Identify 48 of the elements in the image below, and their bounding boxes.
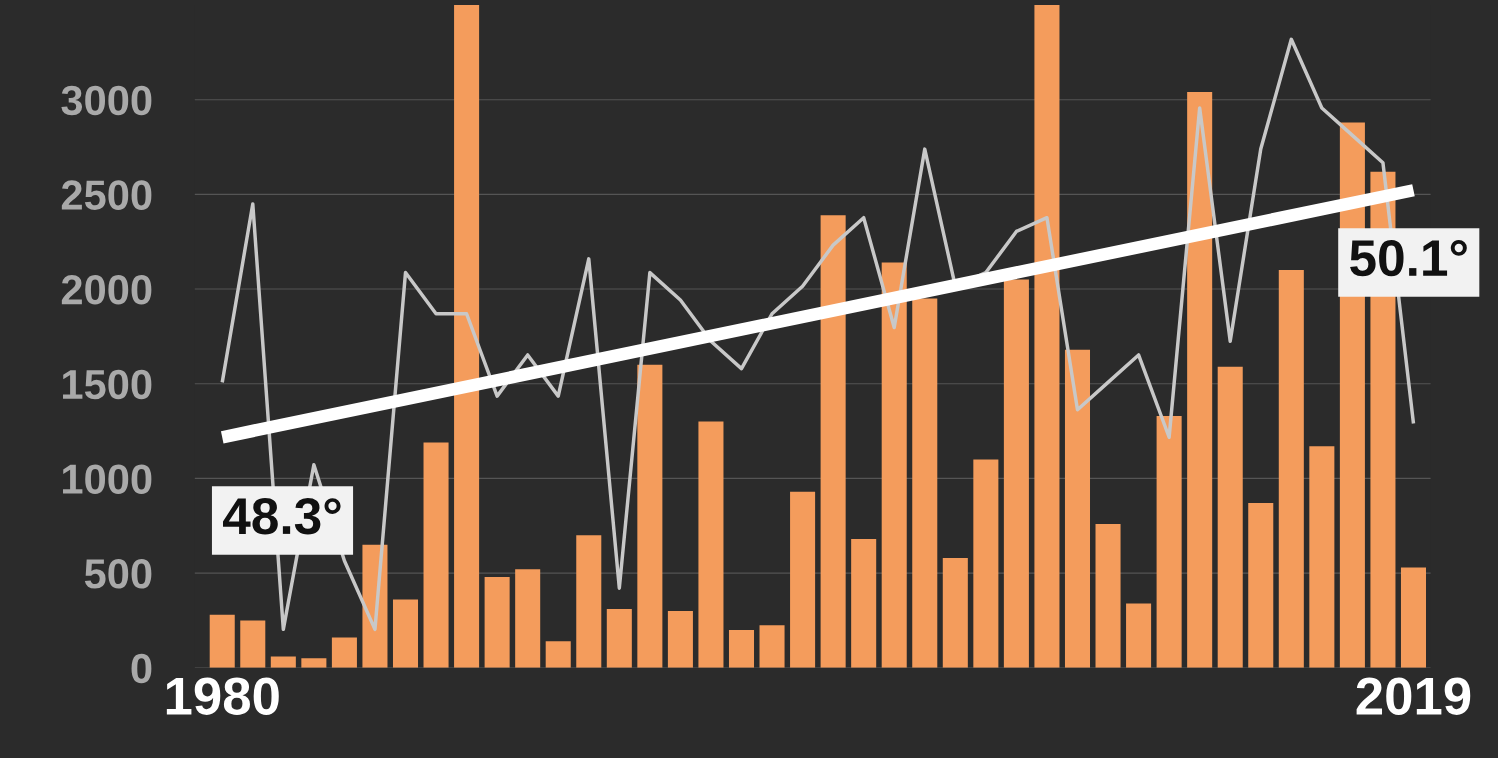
bar bbox=[912, 298, 938, 668]
bar bbox=[1064, 349, 1091, 668]
bar bbox=[851, 539, 877, 668]
y-tick-label: 3000 bbox=[61, 85, 152, 116]
x-tick-label: 2019 bbox=[1356, 677, 1471, 715]
bar bbox=[515, 569, 541, 668]
data-label: 50.1° bbox=[1350, 239, 1467, 277]
bar bbox=[942, 557, 968, 668]
bar bbox=[790, 491, 816, 668]
y-tick-label: 1500 bbox=[63, 369, 152, 400]
data-label: 48.3° bbox=[223, 498, 341, 535]
bar bbox=[1126, 603, 1152, 668]
bar bbox=[881, 262, 907, 668]
bar bbox=[973, 459, 999, 668]
bar bbox=[1278, 270, 1304, 668]
bar bbox=[1095, 523, 1121, 668]
y-tick-label: 1000 bbox=[63, 464, 152, 494]
bar bbox=[270, 656, 296, 668]
bar bbox=[1217, 366, 1243, 668]
bar bbox=[728, 629, 755, 668]
bar bbox=[240, 620, 266, 668]
bar bbox=[1156, 415, 1182, 668]
bar bbox=[820, 215, 846, 668]
bar bbox=[454, 5, 480, 668]
y-tick-label: 2500 bbox=[61, 180, 152, 210]
bar bbox=[698, 421, 724, 668]
bar bbox=[1187, 92, 1213, 668]
bar bbox=[423, 442, 449, 668]
x-tick-label: 1980 bbox=[166, 677, 279, 715]
bar bbox=[637, 364, 663, 668]
bar bbox=[1309, 446, 1335, 668]
bar bbox=[1248, 503, 1274, 668]
y-tick-label: 2000 bbox=[61, 275, 152, 305]
bar bbox=[209, 614, 235, 668]
y-tick-label: 500 bbox=[84, 559, 152, 589]
bar bbox=[1034, 5, 1060, 668]
bar bbox=[301, 658, 327, 668]
bar bbox=[667, 610, 693, 668]
bar bbox=[392, 599, 419, 668]
y-tick-label: 0 bbox=[131, 653, 152, 684]
bar bbox=[331, 637, 357, 668]
bar bbox=[606, 609, 632, 668]
bar bbox=[576, 535, 602, 668]
bar bbox=[759, 625, 785, 668]
bar bbox=[1003, 279, 1029, 668]
bar bbox=[1400, 567, 1427, 668]
bar bbox=[545, 641, 571, 668]
bar bbox=[484, 576, 510, 668]
